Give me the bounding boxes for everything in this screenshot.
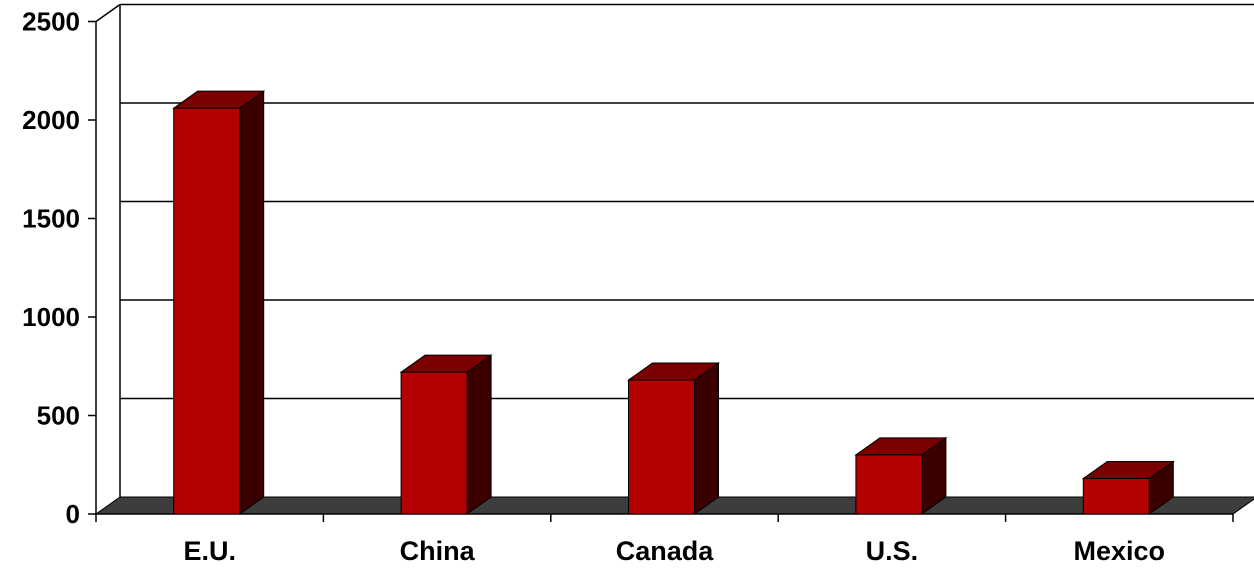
bar-side <box>466 354 492 515</box>
bar-front <box>628 379 695 515</box>
bar-front <box>1082 478 1150 515</box>
y-tick-label: 0 <box>66 499 80 529</box>
bar-china <box>399 354 493 515</box>
bar-e-u <box>172 90 266 515</box>
y-tick-label: 500 <box>37 401 80 431</box>
y-tick-label: 2500 <box>22 7 80 37</box>
x-tick-label: E.U. <box>183 536 236 566</box>
bar-mexico <box>1081 460 1175 515</box>
x-tick-label: China <box>400 536 476 566</box>
bar-front <box>855 454 923 515</box>
x-tick-label: Canada <box>616 536 715 566</box>
bar-side <box>694 362 719 515</box>
y-tick-label: 1000 <box>22 302 80 332</box>
x-tick-label: Mexico <box>1074 536 1166 566</box>
bars <box>172 90 1175 515</box>
bar-front <box>173 107 241 515</box>
bar-front <box>400 371 468 515</box>
bar-u-s <box>854 436 948 515</box>
y-tick-label: 2000 <box>22 105 80 135</box>
gridlines <box>120 3 1254 400</box>
axis-depth-line <box>95 3 121 23</box>
bar-canada <box>626 362 721 515</box>
bar-side <box>239 90 265 515</box>
labels: 0 500 1000 1500 2000 2500 E.U. China Canada U.S. M… <box>22 7 1165 567</box>
x-tick-label: U.S. <box>866 536 919 566</box>
y-tick-label: 1500 <box>22 204 80 234</box>
